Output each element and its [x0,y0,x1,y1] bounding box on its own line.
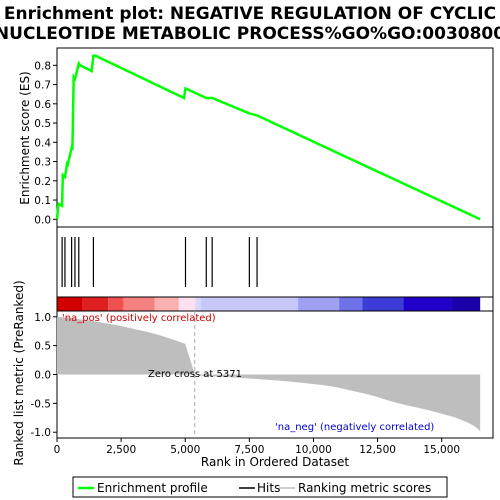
zero-cross-label: Zero cross at 5371 [148,369,242,380]
color-strip-segment [403,297,452,311]
x-tick-label: 12,500 [359,444,396,456]
legend-enrichment-label: Enrichment profile [97,481,208,495]
es-y-tick-label: 0.0 [34,214,51,226]
metric-x-axis-ticks: 0 2,500 5,000 7,500 10,000 12,500 15,000 [54,438,460,456]
color-strip-segment [178,297,196,311]
x-tick-label: 5,000 [170,444,200,456]
metric-y-tick-label: -1.0 [31,427,52,439]
legend-hits-label: Hits [257,481,280,495]
color-strip-segment [82,297,109,311]
metric-y-axis-label: Ranked list metric (PreRanked) [12,280,26,465]
color-strip-segment [339,297,363,311]
es-y-axis-ticks: 0.0 0.1 0.2 0.3 0.4 0.5 0.6 0.7 0.8 [34,60,57,226]
legend: Enrichment profile Hits Ranking metric s… [72,476,448,498]
es-y-tick-label: 0.7 [34,80,51,92]
color-strip-segment [298,297,340,311]
es-y-tick-label: 0.2 [34,176,51,188]
es-y-axis-label: Enrichment score (ES) [18,71,32,204]
metric-y-tick-label: 0.5 [34,341,51,353]
enrichment-plot-frame [56,47,494,228]
es-y-tick-label: 0.4 [34,137,51,149]
chart-title-line1: Enrichment plot: NEGATIVE REGULATION OF … [4,4,496,24]
color-strip-segment [123,297,155,311]
x-tick-label: 2,500 [106,444,136,456]
es-y-tick-label: 0.6 [34,99,51,111]
color-strip-segment [108,297,124,311]
enrichment-panel: 0.0 0.1 0.2 0.3 0.4 0.5 0.6 0.7 0.8 Enrichment s… [18,47,494,228]
hit-markers [61,237,258,287]
color-strip-segment [195,297,201,311]
metric-y-axis-ticks: 1.0 0.5 0.0 -0.5 -1.0 [31,312,57,439]
color-strip-segment [451,297,481,311]
hits-panel [56,226,494,298]
positive-correlation-label: 'na_pos' (positively correlated) [62,313,216,324]
color-strip-segment [200,297,299,311]
legend-metric-label: Ranking metric scores [298,481,431,495]
metric-y-tick-label: -0.5 [31,398,52,410]
legend-box [72,476,448,498]
ranked-metric-panel: 1.0 0.5 0.0 -0.5 -1.0 0 2,500 5,000 7,500 10,000… [12,280,494,469]
negative-correlation-label: 'na_neg' (negatively correlated) [275,422,434,433]
color-strip-segment [57,297,83,311]
x-tick-label: 10,000 [295,444,332,456]
x-axis-label: Rank in Ordered Dataset [201,455,349,469]
es-y-tick-label: 0.5 [34,118,51,130]
x-tick-label: 15,000 [423,444,460,456]
chart-title-line2: NUCLEOTIDE METABOLIC PROCESS%GO%GO:00308… [0,24,500,44]
color-strip-segment [154,297,179,311]
x-tick-label: 7,500 [234,444,264,456]
x-tick-label: 0 [54,444,61,456]
enrichment-profile-line [55,54,481,221]
metric-y-tick-label: 0.0 [34,370,51,382]
color-strip-segment [362,297,404,311]
hits-frame [56,226,494,298]
ranking-color-strip [56,296,494,312]
ranking-metric-area [57,316,481,432]
es-y-tick-label: 0.8 [34,60,51,72]
es-y-tick-label: 0.3 [34,157,51,169]
metric-y-tick-label: 1.0 [34,312,51,324]
es-y-tick-label: 0.1 [34,195,51,207]
